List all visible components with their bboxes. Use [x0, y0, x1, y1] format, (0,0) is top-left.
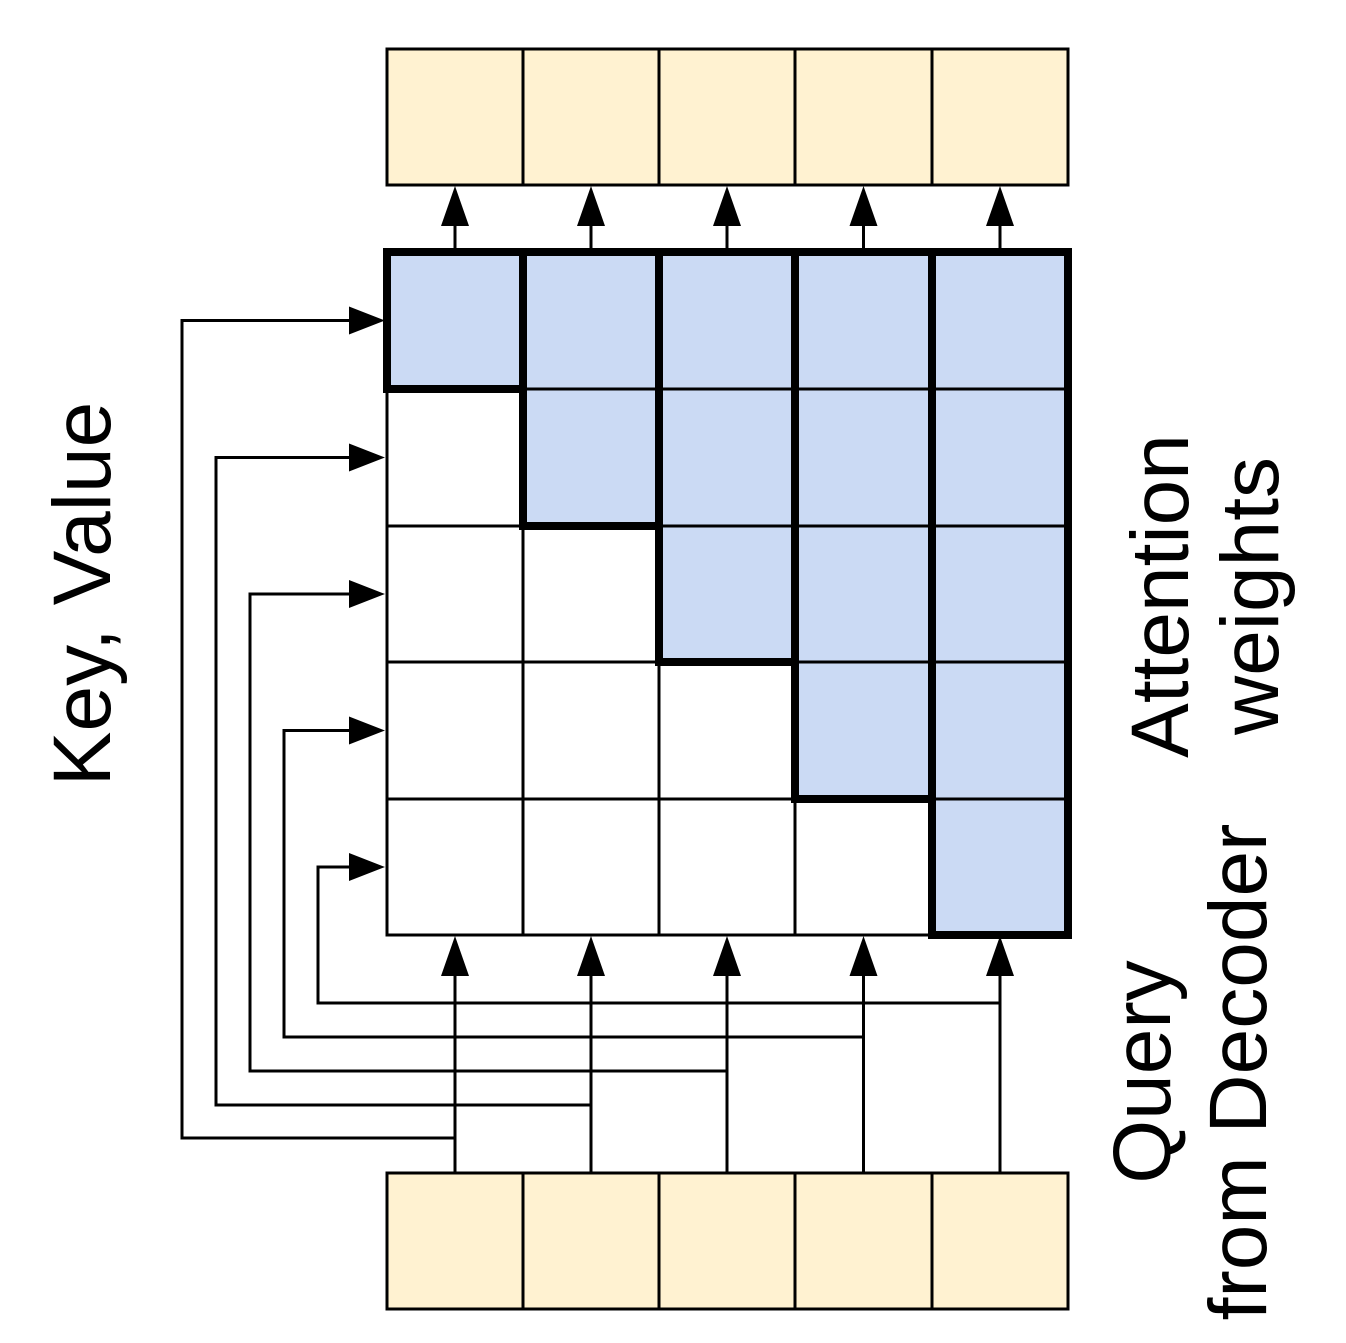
key-value-line [248, 592, 727, 1073]
attention-weight-cell [793, 250, 934, 391]
query-token-cell [930, 1171, 1070, 1311]
output-arrowhead [849, 186, 878, 226]
attention-weight-cell [930, 797, 1070, 937]
mask-column-outline [928, 248, 1072, 939]
masked-cell [793, 797, 934, 937]
attention-weight-cell [385, 250, 525, 391]
key-value-line [282, 729, 864, 1039]
masked-cell [521, 660, 661, 801]
attention-weight-cell [793, 660, 934, 801]
output-token-row [385, 47, 1070, 187]
output-arrowhead [577, 186, 605, 226]
masked-cell [385, 660, 525, 801]
query-arrowhead [986, 936, 1014, 976]
attention-weight-cell [793, 387, 934, 528]
attention-weight-cell [657, 524, 797, 664]
query-arrowhead [441, 936, 469, 976]
query-token-cell [521, 1171, 661, 1311]
query-token-cell [793, 1171, 934, 1311]
attention-weight-cell [930, 660, 1070, 801]
attention-weight-cell [657, 387, 797, 528]
key-value-label: Key, Value [37, 402, 128, 786]
attention-weight-cell [793, 524, 934, 664]
key-value-arrowhead [349, 443, 385, 472]
key-value-arrowhead [349, 580, 385, 608]
query-token-row [385, 1171, 1070, 1311]
output-arrowhead [986, 186, 1014, 226]
masked-cell [385, 387, 525, 528]
masked-cell [385, 797, 525, 937]
attention-weight-matrix [385, 250, 1070, 937]
attention-weight-cell [930, 524, 1070, 664]
query-label-line1: Query [1097, 960, 1188, 1183]
attention-weight-cell [930, 387, 1070, 528]
attention-weight-cell [521, 250, 661, 391]
query-token-cell [385, 1171, 525, 1311]
attention-weights-label-line1: Attention [1115, 434, 1206, 758]
flow-arrows [180, 186, 1014, 1173]
query-label-line2: from Decoder [1193, 824, 1284, 1321]
output-token-cell [521, 47, 661, 187]
key-value-line [316, 865, 1000, 1005]
query-token-cell [657, 1171, 797, 1311]
query-arrowhead [713, 936, 741, 976]
masked-cell [657, 660, 797, 801]
key-value-arrowhead [349, 853, 385, 881]
masked-cell [521, 524, 661, 664]
key-value-arrowhead [349, 306, 385, 335]
masked-cell [521, 797, 661, 937]
masked-cell [657, 797, 797, 937]
output-arrowhead [441, 186, 469, 226]
attention-weight-cell [930, 250, 1070, 391]
key-value-arrowhead [349, 716, 385, 745]
output-token-cell [930, 47, 1070, 187]
query-arrowhead [577, 936, 605, 976]
output-token-cell [657, 47, 797, 187]
attention-weight-cell [521, 387, 661, 528]
attention-weight-cell [657, 250, 797, 391]
causal-mask-outline [383, 248, 1072, 939]
key-value-line [180, 319, 455, 1140]
masked-cell [385, 524, 525, 664]
output-token-cell [793, 47, 934, 187]
query-arrowhead [849, 936, 878, 976]
output-token-cell [385, 47, 525, 187]
attention-weights-label-line2: weights [1205, 457, 1296, 736]
output-arrowhead [713, 186, 741, 226]
key-value-line [214, 456, 591, 1107]
